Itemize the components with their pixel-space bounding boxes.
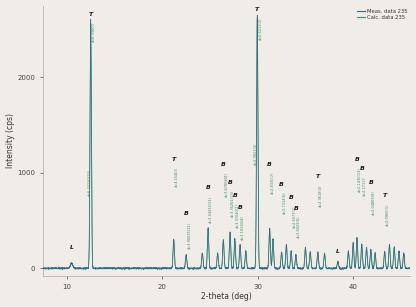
Text: d=2.0960(1): d=2.0960(1) — [386, 204, 390, 226]
Text: d=2.9821(3): d=2.9821(3) — [254, 142, 258, 165]
Text: d=6.33603: d=6.33603 — [92, 22, 96, 41]
Text: d=3.67868(8): d=3.67868(8) — [225, 172, 228, 196]
Text: B: B — [267, 161, 272, 167]
Text: d=2.8330(7): d=2.8330(7) — [271, 172, 275, 194]
Text: B: B — [279, 182, 284, 187]
Text: d=2.6577(1): d=2.6577(1) — [292, 205, 296, 228]
Text: B: B — [294, 206, 298, 211]
Text: d=2.1430(13): d=2.1430(13) — [358, 167, 362, 192]
Text: d=3.90035(11): d=3.90035(11) — [187, 222, 191, 249]
Text: d=2.6029(5): d=2.6029(5) — [297, 216, 301, 238]
Text: d=2.17117: d=2.17117 — [363, 177, 367, 196]
Text: d=0.6213(3): d=0.6213(3) — [258, 17, 262, 40]
Text: d=2.04865(9): d=2.04865(9) — [372, 190, 376, 215]
Y-axis label: Intensity (cps): Intensity (cps) — [5, 113, 15, 168]
Text: d=3.37040(2): d=3.37040(2) — [236, 204, 240, 228]
X-axis label: 2-theta (deg): 2-theta (deg) — [201, 293, 252, 301]
Legend: Meas. data 235, Calc. data 235: Meas. data 235, Calc. data 235 — [356, 8, 408, 21]
Text: B: B — [289, 195, 294, 200]
Text: d=6.33130(13): d=6.33130(13) — [87, 169, 91, 196]
Text: B: B — [206, 185, 210, 190]
Text: d=4.15403: d=4.15403 — [175, 167, 179, 187]
Text: B: B — [354, 157, 359, 162]
Text: T: T — [316, 174, 320, 179]
Text: T: T — [255, 7, 260, 12]
Text: B: B — [238, 204, 243, 210]
Text: d=2.3618(3): d=2.3618(3) — [319, 184, 323, 207]
Text: T: T — [383, 193, 387, 198]
Text: B: B — [369, 180, 373, 185]
Text: B: B — [228, 180, 233, 185]
Text: L: L — [69, 245, 74, 250]
Text: d=3.44432(11): d=3.44432(11) — [209, 196, 213, 223]
Text: T: T — [89, 12, 93, 17]
Text: d=3.10130(4): d=3.10130(4) — [241, 215, 245, 239]
Text: T: T — [172, 157, 176, 162]
Text: L: L — [336, 249, 340, 254]
Text: d=3.35261(13): d=3.35261(13) — [231, 190, 235, 217]
Text: d=2.7314(5): d=2.7314(5) — [283, 192, 287, 214]
Text: B: B — [184, 211, 188, 216]
Text: B: B — [221, 161, 226, 167]
Text: B: B — [359, 166, 364, 171]
Text: B: B — [233, 193, 237, 198]
